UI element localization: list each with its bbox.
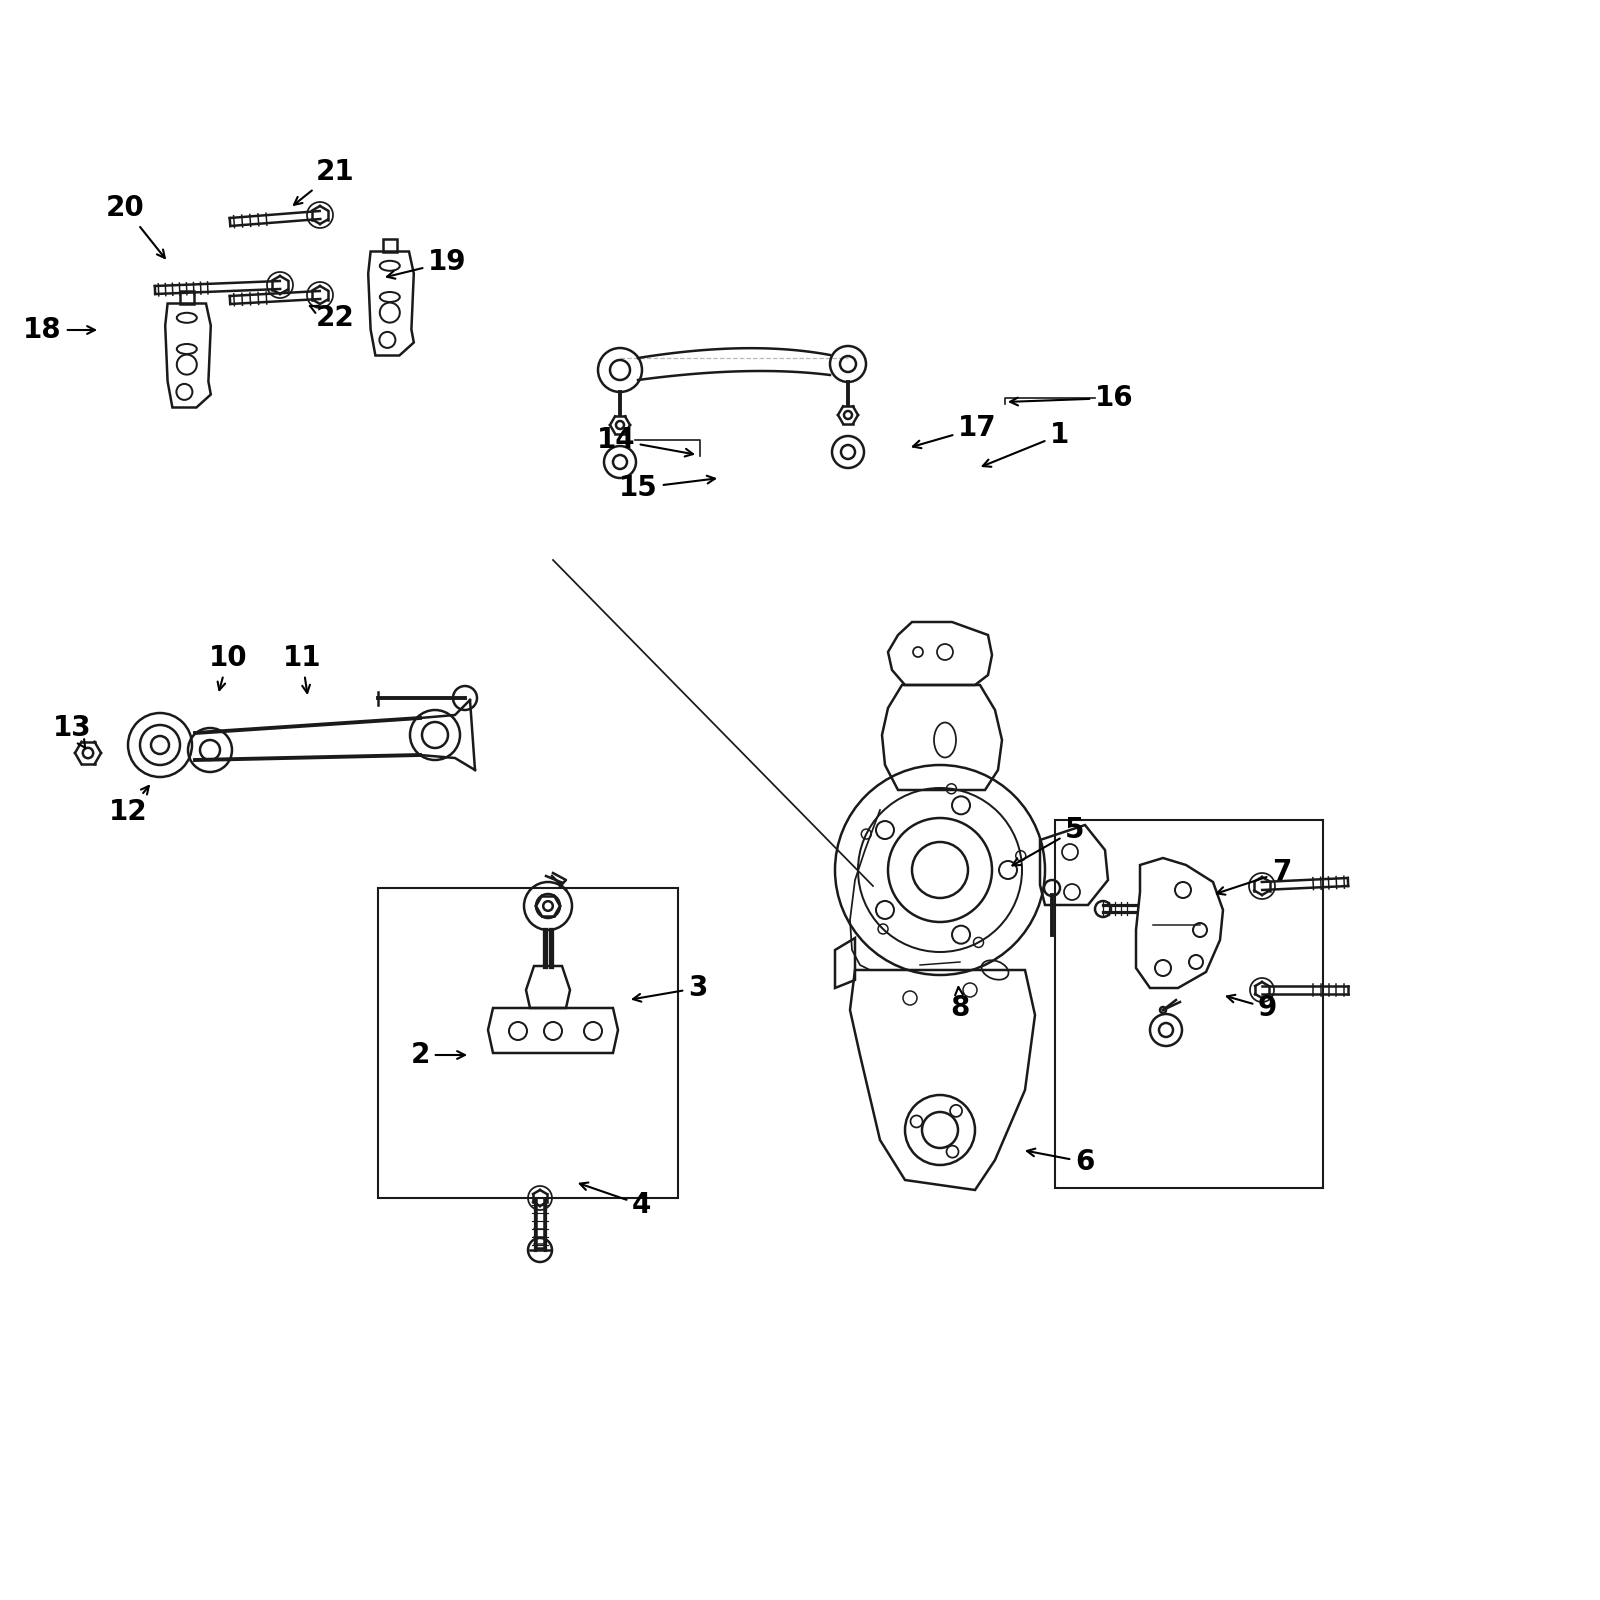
Text: 12: 12 bbox=[109, 786, 149, 826]
Text: 14: 14 bbox=[597, 426, 693, 456]
Text: 7: 7 bbox=[1218, 858, 1291, 894]
Text: 2: 2 bbox=[411, 1042, 466, 1069]
Text: 18: 18 bbox=[24, 317, 94, 344]
Text: 1: 1 bbox=[982, 421, 1069, 467]
Text: 15: 15 bbox=[619, 474, 715, 502]
Text: 4: 4 bbox=[579, 1182, 651, 1219]
Text: 22: 22 bbox=[310, 304, 354, 333]
Bar bbox=[378, 888, 678, 1198]
Text: 8: 8 bbox=[950, 987, 970, 1022]
Text: 5: 5 bbox=[1013, 816, 1085, 866]
Text: 21: 21 bbox=[294, 158, 354, 205]
Text: 11: 11 bbox=[283, 643, 322, 693]
Text: 6: 6 bbox=[1027, 1149, 1094, 1176]
Bar bbox=[1054, 819, 1323, 1187]
Text: 20: 20 bbox=[106, 194, 165, 258]
Text: 13: 13 bbox=[53, 714, 91, 747]
Text: 3: 3 bbox=[634, 974, 707, 1002]
Text: 16: 16 bbox=[1010, 384, 1134, 411]
Text: 10: 10 bbox=[208, 643, 248, 690]
Text: 9: 9 bbox=[1227, 994, 1277, 1022]
Text: 17: 17 bbox=[914, 414, 997, 448]
Text: 19: 19 bbox=[387, 248, 467, 278]
